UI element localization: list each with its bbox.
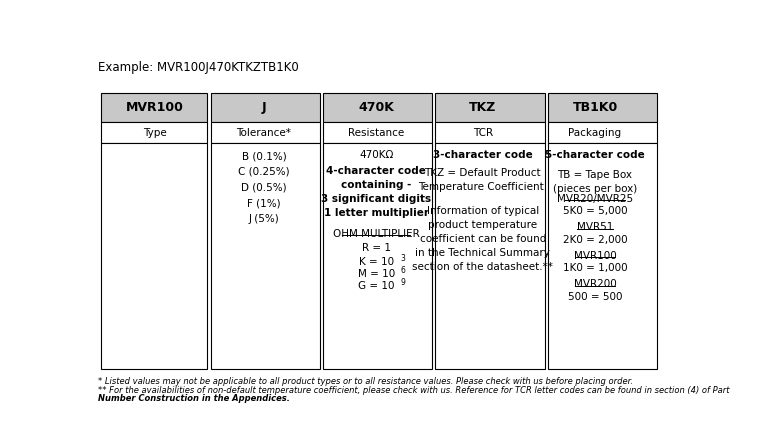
FancyBboxPatch shape	[211, 122, 320, 143]
Text: MVR20/MVR25: MVR20/MVR25	[557, 194, 633, 204]
Text: TB = Tape Box: TB = Tape Box	[558, 170, 633, 180]
Text: 3: 3	[401, 254, 405, 263]
Text: R = 1: R = 1	[362, 243, 391, 253]
Text: M = 10: M = 10	[358, 269, 395, 279]
Text: Tolerance*: Tolerance*	[237, 128, 291, 137]
Text: K = 10: K = 10	[359, 257, 394, 267]
Text: 1K0 = 1,000: 1K0 = 1,000	[563, 263, 627, 273]
Text: 5K0 = 5,000: 5K0 = 5,000	[563, 206, 627, 216]
FancyBboxPatch shape	[548, 143, 657, 369]
FancyBboxPatch shape	[211, 143, 320, 369]
Text: 9: 9	[401, 278, 405, 287]
Text: TKZ: TKZ	[469, 101, 497, 114]
Text: Number Construction in the Appendices.: Number Construction in the Appendices.	[98, 393, 290, 402]
FancyBboxPatch shape	[101, 122, 207, 143]
Text: TKZ = Default Product
Temperature Coefficient.: TKZ = Default Product Temperature Coeffi…	[418, 168, 547, 191]
Text: 3-character code: 3-character code	[433, 150, 533, 161]
FancyBboxPatch shape	[548, 93, 657, 122]
Text: Type: Type	[143, 128, 166, 137]
Text: 6: 6	[401, 266, 405, 275]
Text: 470KΩ: 470KΩ	[359, 150, 394, 161]
Text: MVR100: MVR100	[126, 101, 183, 114]
Text: MVR100: MVR100	[574, 251, 617, 261]
Text: OHM MULTIPLIER: OHM MULTIPLIER	[333, 229, 420, 239]
Text: 470K: 470K	[359, 101, 394, 114]
FancyBboxPatch shape	[101, 93, 207, 122]
Text: Example: MVR100J470KTKZTB1K0: Example: MVR100J470KTKZTB1K0	[98, 61, 299, 74]
Text: Information of typical
product temperature
coefficient can be found
in the Techn: Information of typical product temperatu…	[412, 206, 553, 273]
Text: 2K0 = 2,000: 2K0 = 2,000	[563, 235, 627, 244]
Text: (pieces per box): (pieces per box)	[553, 184, 637, 194]
FancyBboxPatch shape	[436, 122, 545, 143]
Text: MVR200: MVR200	[574, 280, 617, 289]
FancyBboxPatch shape	[436, 143, 545, 369]
Text: J: J	[262, 101, 266, 114]
Text: 5-character code: 5-character code	[546, 150, 645, 161]
Text: MVR51: MVR51	[577, 223, 613, 232]
Text: Resistance: Resistance	[348, 128, 404, 137]
FancyBboxPatch shape	[323, 143, 433, 369]
FancyBboxPatch shape	[323, 122, 433, 143]
Text: G = 10: G = 10	[358, 281, 394, 291]
Text: Packaging: Packaging	[568, 128, 622, 137]
Text: ** For the availabilities of non-default temperature coefficient, please check w: ** For the availabilities of non-default…	[98, 386, 730, 395]
Text: B (0.1%)
C (0.25%)
D (0.5%)
F (1%)
J (5%): B (0.1%) C (0.25%) D (0.5%) F (1%) J (5%…	[238, 151, 290, 224]
FancyBboxPatch shape	[436, 93, 545, 122]
FancyBboxPatch shape	[101, 143, 207, 369]
FancyBboxPatch shape	[323, 93, 433, 122]
FancyBboxPatch shape	[211, 93, 320, 122]
Text: 4-character code
containing -
3 significant digits
1 letter multiplier: 4-character code containing - 3 signific…	[321, 166, 431, 218]
Text: 500 = 500: 500 = 500	[568, 292, 623, 301]
Text: TB1K0: TB1K0	[572, 101, 618, 114]
FancyBboxPatch shape	[548, 122, 657, 143]
Text: TCR: TCR	[472, 128, 493, 137]
Text: * Listed values may not be applicable to all product types or to all resistance : * Listed values may not be applicable to…	[98, 377, 633, 386]
